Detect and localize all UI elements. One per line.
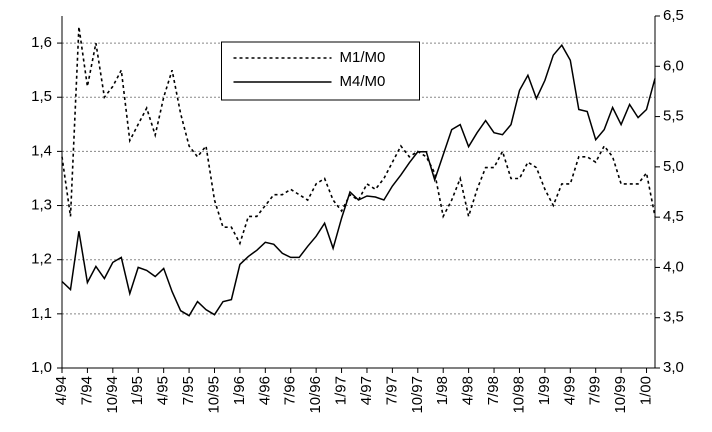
line-series [61, 26, 656, 246]
x-tick-label: 10/94 [104, 376, 121, 414]
y-tick-label: 1,2 [31, 251, 52, 268]
y-tick-label: 1,6 [31, 34, 52, 51]
y2-tick-label: 4,5 [663, 208, 684, 225]
x-tick-label: 7/94 [78, 376, 95, 405]
y2-tick-label: 4,0 [663, 258, 684, 275]
y2-tick-label: 5,5 [663, 108, 684, 125]
line-series [61, 43, 656, 317]
x-tick-label: 1/96 [231, 376, 248, 405]
x-tick-label: 4/97 [358, 376, 375, 405]
x-tick-label: 10/98 [510, 376, 527, 414]
x-tick-label: 7/95 [180, 376, 197, 405]
y2-tick-label: 5,0 [663, 158, 684, 175]
legend-label: M1/M0 [340, 49, 386, 66]
y2-tick-label: 6,0 [663, 57, 684, 74]
x-tick-label: 1/00 [637, 376, 654, 405]
x-tick-label: 4/95 [155, 376, 172, 405]
y-tick-label: 1,4 [31, 142, 52, 159]
x-tick-label: 4/94 [53, 376, 70, 405]
y-tick-label: 1,5 [31, 88, 52, 105]
x-tick-label: 1/98 [434, 376, 451, 405]
x-tick-label: 10/99 [612, 376, 629, 414]
x-tick-label: 7/96 [282, 376, 299, 405]
x-tick-label: 1/99 [536, 376, 553, 405]
x-tick-label: 7/99 [587, 376, 604, 405]
legend-box [221, 41, 420, 101]
x-tick-label: 10/97 [409, 376, 426, 414]
x-tick-label: 10/95 [205, 376, 222, 414]
x-tick-label: 7/97 [383, 376, 400, 405]
x-tick-label: 4/98 [460, 376, 477, 405]
y-tick-label: 1,3 [31, 197, 52, 214]
x-tick-label: 4/99 [561, 376, 578, 405]
y2-tick-label: 3,5 [663, 309, 684, 326]
y2-tick-label: 3,0 [663, 359, 684, 376]
x-tick-label: 1/97 [333, 376, 350, 405]
x-tick-label: 4/96 [256, 376, 273, 405]
x-tick-label: 1/95 [129, 376, 146, 405]
legend-label: M4/M0 [340, 73, 386, 90]
x-tick-label: 7/98 [485, 376, 502, 405]
y-tick-label: 1,1 [31, 305, 52, 322]
x-tick-label: 10/96 [307, 376, 324, 414]
y2-tick-label: 6,5 [663, 7, 684, 24]
y-tick-label: 1,0 [31, 359, 52, 376]
